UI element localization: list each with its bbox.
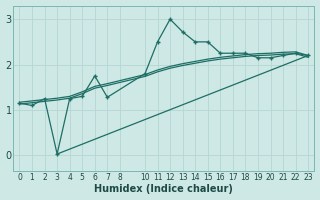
- X-axis label: Humidex (Indice chaleur): Humidex (Indice chaleur): [94, 184, 233, 194]
